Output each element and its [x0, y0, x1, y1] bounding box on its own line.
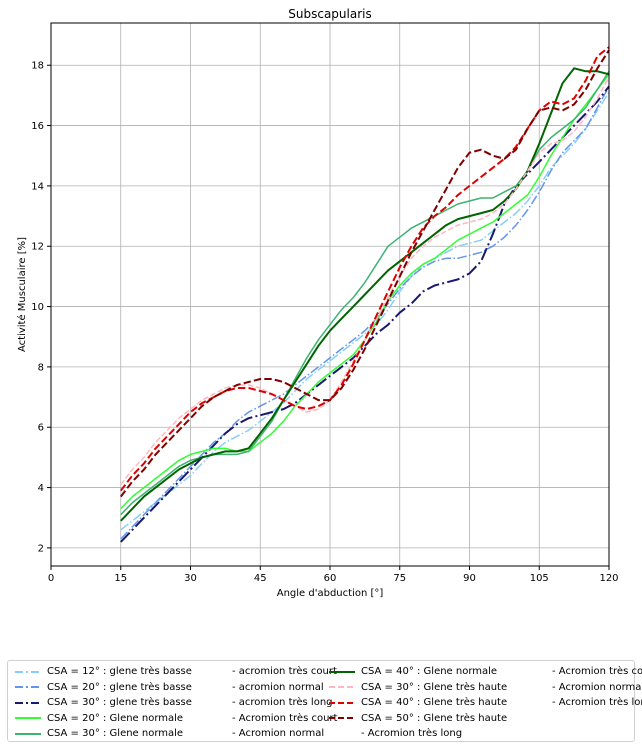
legend-item: - Acromion très court: [518, 664, 642, 679]
legend-item: - Acromion très long: [518, 695, 642, 710]
x-tick-label: 105: [530, 573, 549, 584]
legend-item: - Acromion très court: [198, 711, 337, 726]
legend-label: - acromion normal: [232, 681, 324, 693]
legend-item: - Acromion normal: [198, 726, 324, 741]
legend-item: CSA = 20° : glene très basse: [13, 680, 192, 695]
legend-label: CSA = 12° : glene très basse: [47, 666, 192, 677]
x-tick-label: 45: [254, 573, 267, 584]
legend-label: - Acromion très court: [552, 666, 642, 677]
legend-swatch: [15, 717, 41, 719]
legend-swatch: [520, 701, 546, 704]
legend-swatch: [15, 686, 41, 688]
legend-swatch: [329, 717, 355, 719]
series-line-4: [120, 73, 610, 510]
legend-swatch: [329, 701, 355, 704]
legend-label: - Acromion normal: [552, 681, 642, 693]
legend-swatch: [15, 732, 41, 735]
legend-label: CSA = 40° : Glene très haute: [361, 697, 508, 708]
grid: [50, 23, 610, 566]
legend-label: - Acromion très long: [552, 697, 642, 708]
legend-swatch: [200, 732, 226, 735]
legend-label: - acromion très court: [232, 666, 337, 677]
chart-title: Subscapularis: [288, 7, 371, 21]
legend-label: CSA = 30° : Glene très haute: [361, 681, 508, 693]
legend-label: CSA = 20° : Glene normale: [47, 712, 184, 724]
y-axis-label: Activité Musculaire [%]: [16, 237, 28, 352]
legend-item: - acromion très court: [198, 664, 337, 679]
legend-label: CSA = 30° : Glene normale: [47, 728, 184, 739]
series-line-9: [120, 49, 610, 498]
legend-swatch: [329, 732, 355, 735]
legend-label: - Acromion très court: [232, 712, 338, 724]
legend-item: CSA = 20° : Glene normale: [13, 711, 183, 726]
series-line-8: [120, 46, 610, 492]
ticks: 0 15 30 45 60 75 90 105 120 2 4 6 8 10 12 14 16 18: [31, 61, 618, 584]
legend-swatch: [329, 670, 355, 673]
y-tick-label: 2: [38, 543, 44, 554]
legend-swatch: [520, 686, 546, 688]
y-tick-label: 4: [38, 483, 44, 494]
legend-swatch: [200, 686, 226, 688]
legend-swatch: [200, 670, 226, 673]
x-tick-label: 15: [114, 573, 127, 584]
legend-label: CSA = 20° : glene très basse: [47, 681, 192, 693]
legend-item: CSA = 30° : Glene normale: [13, 726, 183, 741]
chart: Subscapularis 0 15 30 45 60 75 90 105 120 2 4 6 8 10 1…: [16, 7, 619, 599]
x-axis-label: Angle d'abduction [°]: [277, 588, 384, 599]
legend-item: - Acromion très long: [327, 726, 462, 741]
legend-swatch: [520, 670, 546, 673]
legend-label: - Acromion très long: [361, 728, 463, 739]
y-tick-label: 18: [31, 61, 44, 72]
legend-item: - acromion très long: [198, 695, 333, 710]
legend-item: - Acromion normal: [518, 680, 642, 695]
y-tick-label: 14: [31, 181, 44, 192]
legend-label: CSA = 50° : Glene très haute: [361, 712, 508, 724]
series-line-7: [120, 76, 610, 486]
x-tick-label: 90: [463, 573, 476, 584]
legend-item: CSA = 12° : glene très basse: [13, 664, 192, 679]
series-group: [120, 46, 610, 543]
legend-label: CSA = 30° : glene très basse: [47, 697, 192, 708]
legend-swatch: [200, 701, 226, 704]
legend-label: CSA = 40° : Glene normale: [361, 666, 498, 677]
legend: CSA = 12° : glene très basse CSA = 20° : …: [7, 660, 642, 742]
y-tick-label: 6: [38, 423, 44, 434]
legend-swatch: [329, 686, 355, 688]
x-tick-label: 0: [48, 573, 54, 584]
legend-item: CSA = 40° : Glene très haute: [327, 695, 507, 710]
x-tick-label: 60: [324, 573, 337, 584]
legend-swatch: [15, 701, 41, 704]
legend-item: CSA = 40° : Glene normale: [327, 664, 497, 679]
legend-label: - acromion très long: [232, 697, 333, 708]
legend-item: - acromion normal: [198, 680, 324, 695]
x-tick-label: 75: [393, 573, 406, 584]
legend-swatch: [15, 670, 41, 673]
series-line-1: [120, 91, 610, 531]
legend-item: CSA = 30° : glene très basse: [13, 695, 192, 710]
legend-item: CSA = 30° : Glene très haute: [327, 680, 507, 695]
legend-swatch: [200, 717, 226, 719]
y-tick-label: 12: [31, 242, 44, 253]
legend-label: - Acromion normal: [232, 728, 325, 739]
x-tick-label: 30: [184, 573, 197, 584]
series-line-2: [120, 86, 610, 540]
y-tick-label: 8: [38, 362, 44, 373]
series-line-5: [120, 70, 610, 516]
legend-item: CSA = 50° : Glene très haute: [327, 711, 507, 726]
x-tick-label: 120: [599, 573, 618, 584]
y-tick-label: 10: [31, 302, 44, 313]
y-tick-label: 16: [31, 121, 44, 132]
